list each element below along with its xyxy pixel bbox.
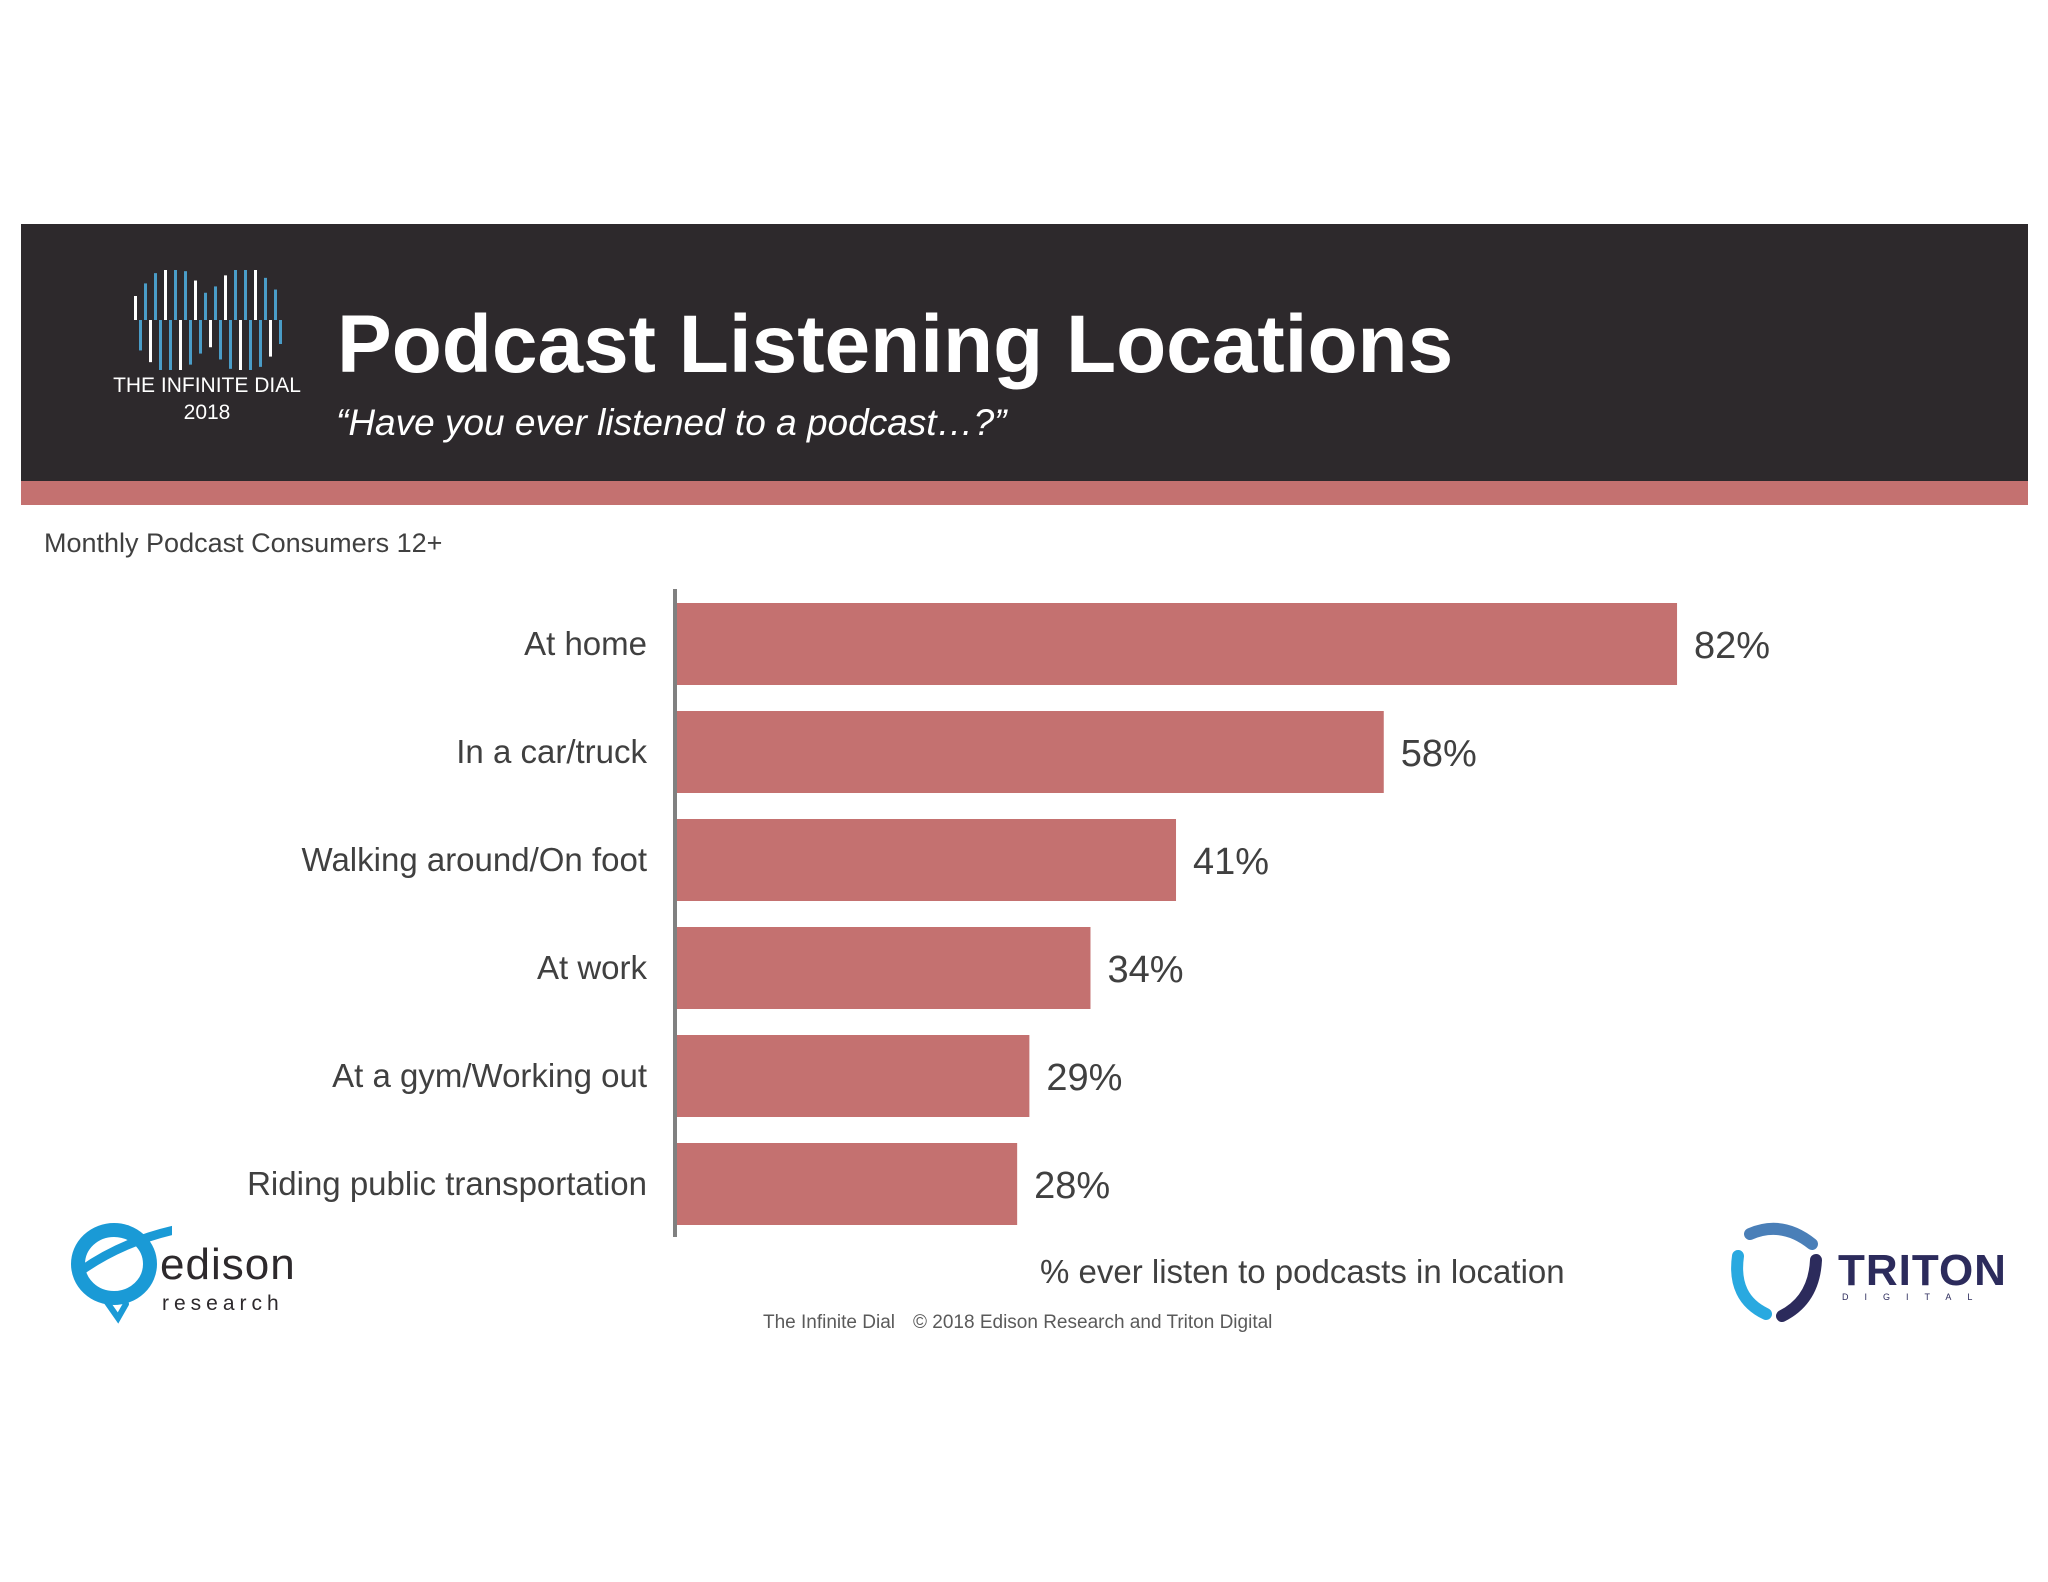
infinite-dial-icon <box>134 266 282 374</box>
page-subtitle: “Have you ever listened to a podcast…?” <box>336 402 1007 443</box>
edison-subtitle: research <box>162 1292 284 1315</box>
triton-subtitle: DIGITAL <box>1842 1292 1989 1302</box>
logo-year: 2018 <box>183 401 231 424</box>
bar <box>675 927 1091 1009</box>
triton-digital-logo: TRITON DIGITAL <box>1720 1218 2006 1328</box>
category-label: In a car/truck <box>456 733 647 770</box>
edison-wordmark: edison <box>160 1240 296 1289</box>
bar <box>675 711 1384 793</box>
bar <box>675 1035 1030 1117</box>
triton-wordmark: TRITON <box>1838 1246 2007 1295</box>
logo-name: THE INFINITE DIAL <box>113 374 301 397</box>
footer-source: The Infinite Dial <box>763 1312 896 1333</box>
x-axis-title: % ever listen to podcasts in location <box>1040 1253 1565 1290</box>
data-label: 41% <box>1193 841 1269 883</box>
data-label: 29% <box>1046 1057 1122 1099</box>
triton-swirl-icon <box>1731 1222 1822 1322</box>
category-label: Riding public transportation <box>247 1165 647 1202</box>
data-label: 58% <box>1401 733 1477 775</box>
category-label: Walking around/On foot <box>302 841 647 878</box>
data-label: 28% <box>1034 1165 1110 1207</box>
accent-strip <box>21 481 2028 505</box>
edison-research-logo: edison research <box>62 1214 312 1324</box>
footer-copyright: © 2018 Edison Research and Triton Digita… <box>913 1312 1273 1333</box>
category-label: At a gym/Working out <box>332 1057 647 1094</box>
data-label: 34% <box>1107 949 1183 991</box>
bar <box>675 603 1678 685</box>
category-label: At home <box>524 625 647 662</box>
page-title: Podcast Listening Locations <box>337 299 1454 390</box>
category-label: At work <box>537 949 648 986</box>
segment-label: Monthly Podcast Consumers 12+ <box>44 528 443 558</box>
infinite-dial-logo: THE INFINITE DIAL 2018 <box>100 266 314 430</box>
edison-swirl-icon <box>71 1223 179 1324</box>
data-label: 82% <box>1694 625 1770 667</box>
footer: The Infinite Dial © 2018 Edison Research … <box>763 1312 1290 1334</box>
header-banner <box>21 224 2028 481</box>
bar <box>675 1143 1018 1225</box>
bar <box>675 819 1177 901</box>
